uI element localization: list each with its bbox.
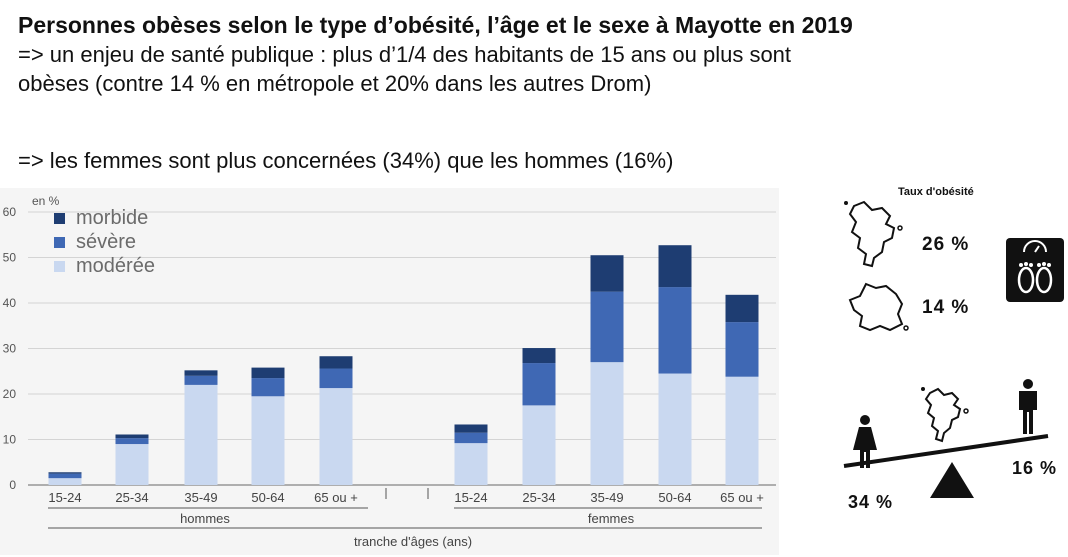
mayotte-small-map-icon [921,387,969,443]
bar-modérée-hommes-15-24 [48,478,82,485]
bar-sévère-hommes-15-24 [48,473,82,479]
taux-label: Taux d'obésité [898,186,974,198]
bar-modérée-hommes-25-34 [115,444,149,485]
bar-modérée-femmes-35-49 [590,362,624,485]
subtitle-line-2: obèses (contre 14 % en métropole et 20% … [18,71,652,96]
bar-morbide-femmes-50-64 [658,245,692,288]
x-tick-label: 25-34 [115,490,148,505]
legend-label-modérée: modérée [76,255,155,277]
x-axis-title: tranche d'âges (ans) [354,534,472,549]
bar-sévère-hommes-35-49 [184,375,218,385]
x-tick-label: 25-34 [522,490,555,505]
bar-morbide-femmes-35-49 [590,255,624,292]
x-tick-label: 35-49 [184,490,217,505]
bar-morbide-hommes-15-24 [48,472,82,474]
x-tick-label: 15-24 [48,490,81,505]
subtitle-line-1: => un enjeu de santé publique : plus d’1… [18,42,792,67]
bar-morbide-hommes-50-64 [251,367,285,379]
subtitle-line-3: => les femmes sont plus concernées (34%)… [18,148,674,173]
x-tick-label: 65 ou + [720,490,764,505]
bar-modérée-femmes-15-24 [454,443,488,485]
femmes-rate: 34 % [848,492,894,512]
y-tick-label: 10 [3,433,17,447]
y-tick-label: 60 [3,205,17,219]
y-tick-label: 30 [3,342,17,356]
bar-modérée-femmes-50-64 [658,373,692,485]
bar-modérée-hommes-65 ou + [319,388,353,485]
bar-modérée-hommes-50-64 [251,396,285,485]
bar-sévère-femmes-50-64 [658,287,692,374]
x-tick-label: 35-49 [590,490,623,505]
hommes-rate: 16 % [1012,458,1058,478]
bar-modérée-femmes-65 ou + [725,376,759,485]
legend-label-sévère: sévère [76,231,136,253]
bar-modérée-femmes-25-34 [522,405,556,485]
obesity-rate-infographic: Taux d'obésité 26 % 14 % 34 % 16 % [790,180,1068,557]
page-title: Personnes obèses selon le type d’obésité… [18,12,853,38]
bar-morbide-femmes-15-24 [454,424,488,433]
balance-icon [843,434,1049,498]
y-tick-label: 40 [3,296,17,310]
group-label-femmes: femmes [588,511,635,526]
woman-icon [853,415,877,468]
group-label-hommes: hommes [180,511,230,526]
bar-morbide-hommes-35-49 [184,370,218,376]
x-tick-label: 50-64 [251,490,284,505]
bar-sévère-femmes-65 ou + [725,322,759,377]
france-map-icon [848,282,909,332]
scale-feet-icon [1006,238,1064,302]
x-tick-label: 50-64 [658,490,691,505]
y-tick-label: 20 [3,387,17,401]
man-icon [1019,379,1037,434]
bar-morbide-hommes-65 ou + [319,356,353,369]
bar-modérée-hommes-35-49 [184,384,218,485]
y-unit-label: en % [32,194,60,208]
bar-sévère-femmes-35-49 [590,291,624,363]
legend-swatch-morbide [54,213,65,224]
header: Personnes obèses selon le type d’obésité… [18,10,1058,98]
mayotte-rate: 26 % [922,234,970,255]
bar-morbide-femmes-25-34 [522,348,556,364]
bar-morbide-femmes-65 ou + [725,294,759,323]
bar-sévère-femmes-25-34 [522,363,556,406]
bar-sévère-hommes-65 ou + [319,368,353,389]
bar-sévère-hommes-25-34 [115,438,149,445]
bar-sévère-femmes-15-24 [454,432,488,444]
bar-sévère-hommes-50-64 [251,378,285,397]
x-tick-label: 65 ou + [314,490,358,505]
legend-label-morbide: morbide [76,207,148,229]
y-tick-label: 50 [3,251,17,265]
stacked-bar-chart: 0 10 20 30 40 50 60 en % 15-24 25-34 35-49 50-64 65 … [3,194,776,549]
legend-swatch-modérée [54,261,65,272]
legend-swatch-sévère [54,237,65,248]
bar-morbide-hommes-25-34 [115,434,149,439]
mayotte-map-icon [844,200,903,268]
chart-background [0,188,779,555]
france-rate: 14 % [922,297,970,318]
x-tick-label: 15-24 [454,490,487,505]
y-tick-label: 0 [9,478,16,492]
